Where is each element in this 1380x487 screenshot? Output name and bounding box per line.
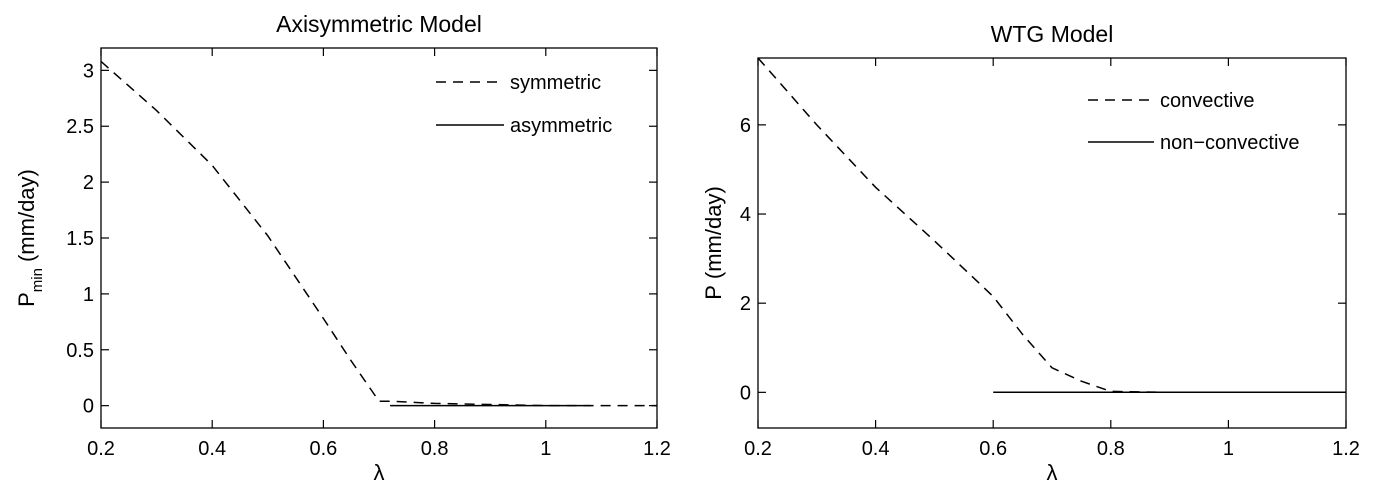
x-tick-label: 1.2 xyxy=(643,438,671,460)
legend-label: convective xyxy=(1160,90,1255,112)
y-tick-label: 1.5 xyxy=(66,228,94,250)
x-tick-label: 0.8 xyxy=(1097,438,1125,460)
x-tick-label: 0.8 xyxy=(421,438,449,460)
x-axis-label: λ xyxy=(374,460,385,485)
y-axis-label-main: P xyxy=(701,285,726,300)
y-tick-label: 3 xyxy=(83,60,94,82)
chart-title: WTG Model xyxy=(991,21,1114,47)
x-tick-label: 0.6 xyxy=(979,438,1007,460)
legend-label: non−convective xyxy=(1160,132,1300,154)
y-tick-label: 0 xyxy=(83,396,94,418)
y-tick-label: 0.5 xyxy=(66,340,94,362)
x-tick-label: 1 xyxy=(540,438,551,460)
x-tick-label: 0.2 xyxy=(744,438,772,460)
y-axis-label-units: (mm/day) xyxy=(14,169,39,262)
y-tick-label: 4 xyxy=(740,204,751,226)
y-axis-label-units: (mm/day) xyxy=(701,186,726,279)
x-tick-label: 0.6 xyxy=(309,438,337,460)
plot-area-frame xyxy=(100,47,658,429)
legend-label: symmetric xyxy=(510,72,601,94)
y-tick-label: 2.5 xyxy=(66,116,94,138)
x-tick-label: 0.4 xyxy=(198,438,226,460)
series-line-dashed xyxy=(758,58,1170,394)
chart-wtg-model: WTG Model 0.2 0.4 0.6 0.8 1 1.2 0 2 4 6 λ P (mm/day) c… xyxy=(701,21,1360,485)
legend-label: asymmetric xyxy=(510,115,612,137)
y-axis-label-subscript: min xyxy=(29,268,46,292)
x-tick-label: 1.2 xyxy=(1332,438,1360,460)
series-line-dashed xyxy=(101,60,657,407)
chart-title: Axisymmetric Model xyxy=(276,11,482,37)
chart-axisymmetric-model: Axisymmetric Model 0.2 0.4 0.6 0.8 1 1.2 0 0.5 1 1… xyxy=(14,11,671,485)
plot-area-frame xyxy=(757,57,1347,429)
x-tick-label: 0.4 xyxy=(862,438,890,460)
x-tick-label: 0.2 xyxy=(87,438,115,460)
y-tick-label: 6 xyxy=(740,115,751,137)
y-axis-label-main: P xyxy=(14,292,39,307)
y-tick-label: 0 xyxy=(740,382,751,404)
y-axis-label: P (mm/day) xyxy=(701,186,726,300)
x-axis-label: λ xyxy=(1047,460,1058,485)
y-axis-label: Pmin (mm/day) xyxy=(14,169,46,307)
x-tick-label: 1 xyxy=(1223,438,1234,460)
y-tick-label: 2 xyxy=(83,172,94,194)
y-tick-label: 2 xyxy=(740,293,751,315)
y-tick-label: 1 xyxy=(83,284,94,306)
